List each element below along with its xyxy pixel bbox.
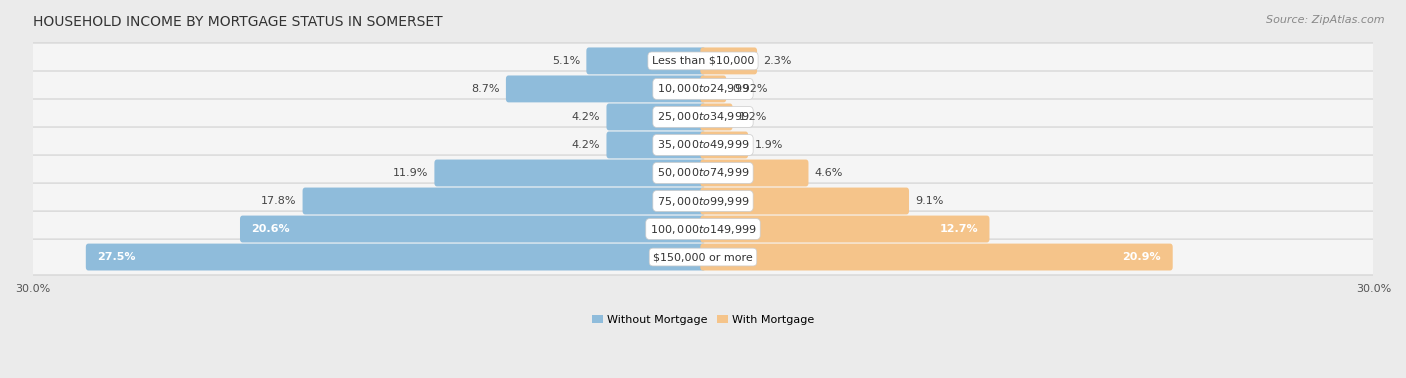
FancyBboxPatch shape	[700, 132, 748, 158]
Text: $75,000 to $99,999: $75,000 to $99,999	[657, 195, 749, 208]
FancyBboxPatch shape	[22, 127, 1384, 163]
Text: $25,000 to $34,999: $25,000 to $34,999	[657, 110, 749, 124]
Text: 4.2%: 4.2%	[572, 140, 600, 150]
FancyBboxPatch shape	[606, 104, 706, 130]
Text: 4.6%: 4.6%	[814, 168, 844, 178]
Text: 0.92%: 0.92%	[733, 84, 768, 94]
Text: 2.3%: 2.3%	[763, 56, 792, 66]
Text: Less than $10,000: Less than $10,000	[652, 56, 754, 66]
FancyBboxPatch shape	[22, 99, 1384, 135]
Text: $150,000 or more: $150,000 or more	[654, 252, 752, 262]
Text: 11.9%: 11.9%	[392, 168, 429, 178]
Text: 20.9%: 20.9%	[1122, 252, 1161, 262]
Text: 17.8%: 17.8%	[260, 196, 297, 206]
FancyBboxPatch shape	[606, 132, 706, 158]
Text: 1.2%: 1.2%	[738, 112, 768, 122]
FancyBboxPatch shape	[700, 187, 910, 214]
Text: $50,000 to $74,999: $50,000 to $74,999	[657, 166, 749, 180]
FancyBboxPatch shape	[22, 155, 1384, 191]
Legend: Without Mortgage, With Mortgage: Without Mortgage, With Mortgage	[592, 315, 814, 325]
Text: HOUSEHOLD INCOME BY MORTGAGE STATUS IN SOMERSET: HOUSEHOLD INCOME BY MORTGAGE STATUS IN S…	[32, 15, 443, 29]
FancyBboxPatch shape	[22, 239, 1384, 275]
FancyBboxPatch shape	[240, 215, 706, 242]
FancyBboxPatch shape	[22, 43, 1384, 79]
FancyBboxPatch shape	[700, 243, 1173, 271]
FancyBboxPatch shape	[700, 104, 733, 130]
Text: 1.9%: 1.9%	[755, 140, 783, 150]
FancyBboxPatch shape	[700, 76, 727, 102]
Text: 9.1%: 9.1%	[915, 196, 943, 206]
FancyBboxPatch shape	[586, 48, 706, 74]
FancyBboxPatch shape	[22, 71, 1384, 107]
FancyBboxPatch shape	[700, 160, 808, 186]
Text: $10,000 to $24,999: $10,000 to $24,999	[657, 82, 749, 95]
Text: 8.7%: 8.7%	[471, 84, 499, 94]
FancyBboxPatch shape	[506, 76, 706, 102]
FancyBboxPatch shape	[434, 160, 706, 186]
FancyBboxPatch shape	[700, 48, 756, 74]
Text: 12.7%: 12.7%	[939, 224, 977, 234]
Text: 5.1%: 5.1%	[551, 56, 581, 66]
FancyBboxPatch shape	[86, 243, 706, 271]
Text: 27.5%: 27.5%	[97, 252, 136, 262]
FancyBboxPatch shape	[700, 215, 990, 242]
FancyBboxPatch shape	[22, 183, 1384, 219]
FancyBboxPatch shape	[302, 187, 706, 214]
Text: 4.2%: 4.2%	[572, 112, 600, 122]
Text: $35,000 to $49,999: $35,000 to $49,999	[657, 138, 749, 152]
Text: Source: ZipAtlas.com: Source: ZipAtlas.com	[1267, 15, 1385, 25]
Text: $100,000 to $149,999: $100,000 to $149,999	[650, 223, 756, 235]
Text: 20.6%: 20.6%	[252, 224, 290, 234]
FancyBboxPatch shape	[22, 211, 1384, 247]
